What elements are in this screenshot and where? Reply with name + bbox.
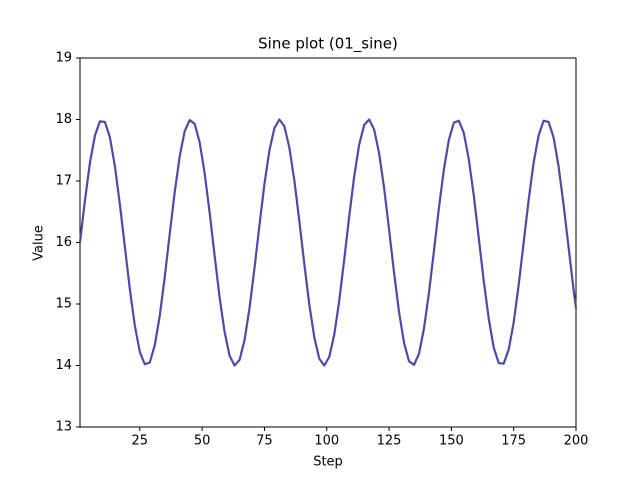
line-series [78, 118, 578, 367]
y-tick-label: 13 [55, 420, 72, 435]
x-tick-label: 100 [314, 434, 339, 449]
x-tick-label: 175 [501, 434, 526, 449]
chart-title: Sine plot (01_sine) [258, 35, 398, 54]
x-tick-label: 125 [377, 434, 402, 449]
y-tick-label: 19 [55, 51, 72, 66]
x-tick-label: 75 [256, 434, 273, 449]
x-tick-label: 25 [132, 434, 149, 449]
y-tick-label: 16 [55, 235, 72, 250]
x-axis-label: Step [313, 455, 343, 470]
y-axis-label: Value [32, 225, 47, 261]
y-tick-label: 14 [55, 358, 72, 373]
x-tick-label: 200 [564, 434, 589, 449]
y-tick-label: 15 [55, 297, 72, 312]
x-tick-label: 150 [439, 434, 464, 449]
plot-frame [79, 57, 577, 428]
y-tick-label: 17 [55, 174, 72, 189]
x-tick-label: 50 [194, 434, 211, 449]
y-tick-label: 18 [55, 112, 72, 127]
